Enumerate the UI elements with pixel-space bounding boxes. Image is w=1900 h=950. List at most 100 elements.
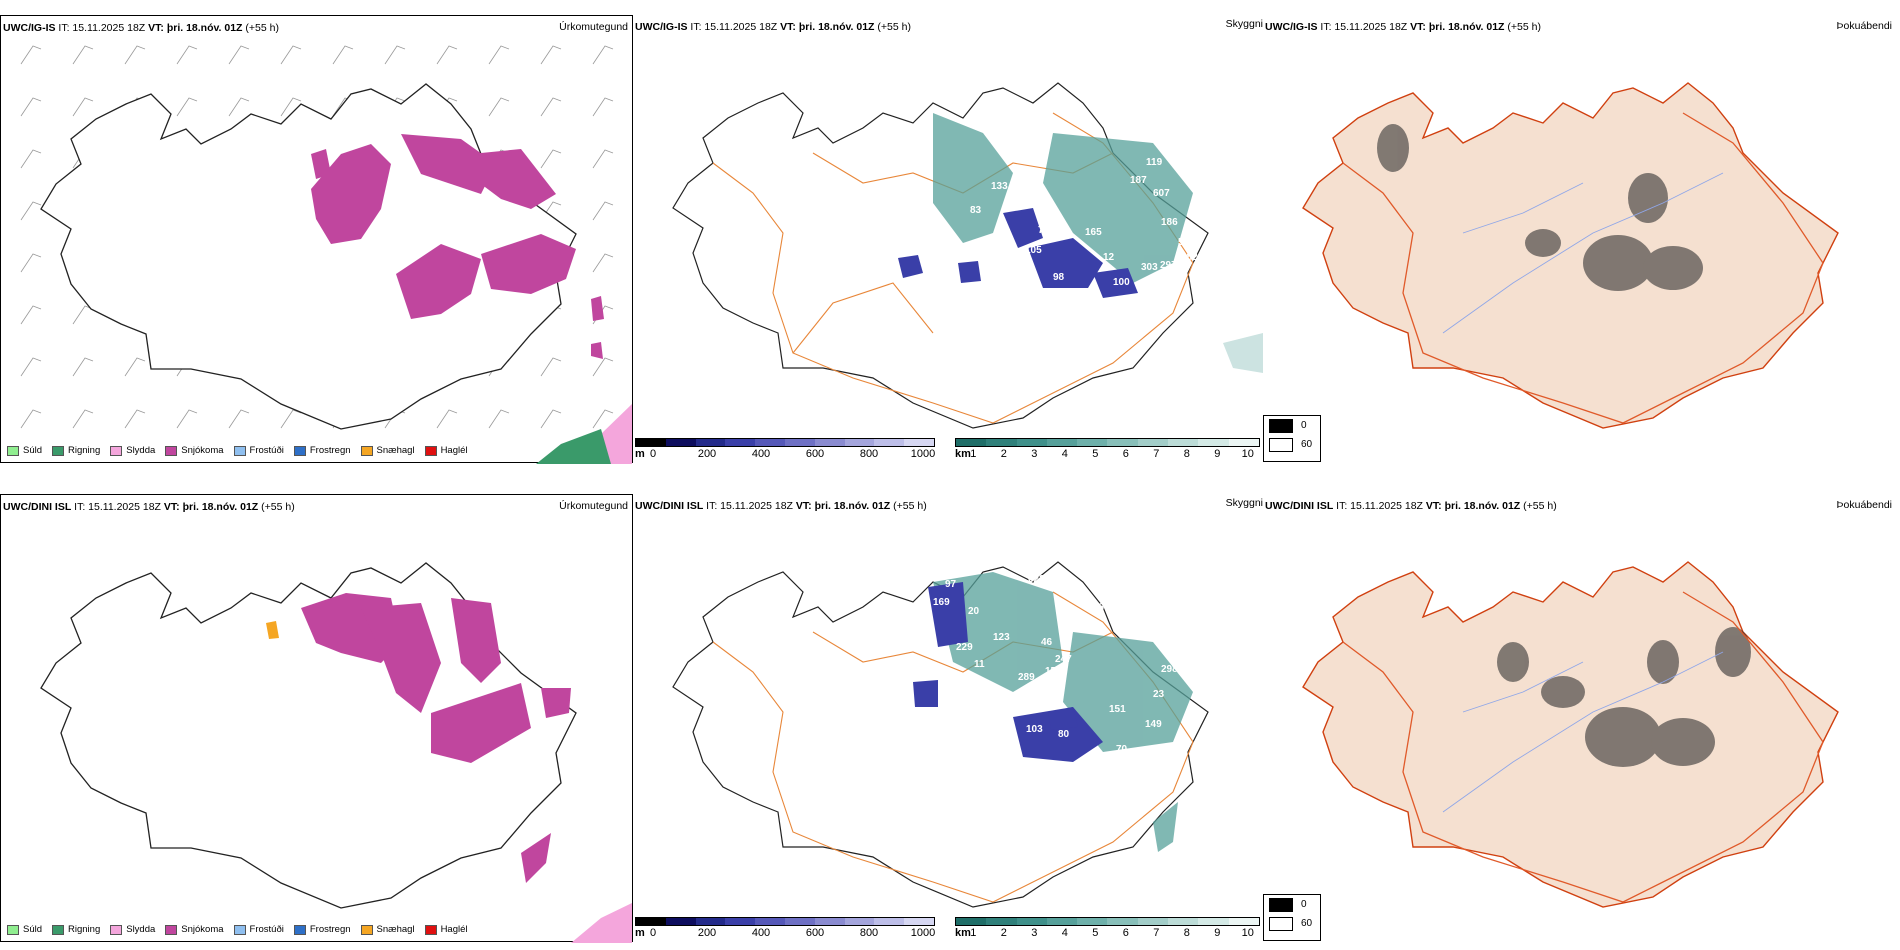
- wind-barb: [540, 357, 562, 377]
- fog-legend-label: 60: [1301, 439, 1313, 450]
- lead-time: (+55 h): [893, 500, 927, 512]
- colorbar-segment: [1198, 439, 1229, 446]
- legend-swatch: [424, 924, 437, 935]
- wind-barb: [436, 45, 458, 65]
- cloud-label: 622: [1028, 574, 1045, 585]
- legend-swatch: [360, 924, 373, 935]
- valid-time-label: VT:: [1410, 21, 1426, 33]
- cloud-label: 105: [1025, 245, 1042, 256]
- legend-swatch: [424, 445, 437, 456]
- wind-barb: [540, 409, 562, 429]
- wind-barb: [72, 45, 94, 65]
- colorbar-segment: [784, 918, 815, 925]
- visibility-areas: [933, 113, 1263, 373]
- param-title: Skyggni: [1225, 497, 1263, 509]
- cloud-label: 647: [1163, 602, 1180, 613]
- wind-barb: [20, 201, 42, 221]
- fog-legend-row: 0: [1264, 895, 1320, 914]
- colorbar-segment: [665, 918, 696, 925]
- colorbar-tick: 5: [1092, 927, 1099, 939]
- colorbar-segment: [1077, 439, 1108, 446]
- cloud-label: 904: [1030, 559, 1047, 570]
- colorbar-segment: [1137, 918, 1169, 925]
- colorbar-tick: 400: [751, 448, 771, 460]
- legend-swatch: [7, 445, 19, 456]
- cloud-label: 297: [1160, 260, 1177, 271]
- cloud-label: 123: [993, 632, 1010, 643]
- colorbar-segment: [904, 918, 934, 925]
- roads: [1342, 591, 1824, 903]
- colorbar-tick: 10: [1241, 927, 1254, 939]
- legend-item: Rigning: [52, 924, 100, 935]
- colorbar-segment: [1016, 439, 1047, 446]
- cloud-label: 298: [1161, 664, 1178, 675]
- cloud-label: 86: [1018, 275, 1030, 286]
- colorbar-segment: [1046, 439, 1078, 446]
- cloud-label: 289: [1018, 672, 1035, 683]
- colorbar-tick: 9: [1214, 448, 1221, 460]
- rain-sleet-corner: [571, 903, 632, 943]
- legend-item: Frostúði: [233, 445, 284, 456]
- legend-swatch: [110, 445, 123, 456]
- colorbar-tick: 800: [859, 927, 879, 939]
- lead-time: (+55 h): [1507, 21, 1541, 33]
- legend-item: Snæhagl: [360, 445, 415, 456]
- colorbar-segment: [755, 439, 785, 446]
- model-name: UWC/IG-IS: [635, 21, 688, 33]
- iceland-outline: [1302, 82, 1839, 429]
- colorbar-segment: [755, 918, 785, 925]
- visibility-colorbar: km 1 2 3 4 5 6 7 8 9 10: [955, 438, 1260, 461]
- wind-barb: [592, 409, 614, 429]
- colorbar-tick: 3: [1031, 448, 1038, 460]
- param-title: Úrkomutegund: [559, 21, 628, 33]
- legend-item: Snæhagl: [360, 924, 415, 935]
- legend-item: Súld: [7, 445, 42, 456]
- wind-barb: [20, 45, 42, 65]
- precip-type-panel-row2: UWC/DINI ISL IT: 15.11.2025 18Z VT: þri.…: [0, 494, 633, 943]
- colorbar-segment: [636, 439, 666, 446]
- colorbar-tick: 3: [1031, 927, 1038, 939]
- colorbar-strip: [955, 917, 1260, 926]
- wind-barb: [592, 201, 614, 221]
- legend-label: Slydda: [126, 924, 156, 935]
- cloud-label: 509: [1178, 237, 1195, 248]
- wind-barb: [72, 409, 94, 429]
- colorbar-segment: [636, 918, 666, 925]
- precip-legend: Súld Rigning Slydda Snjókoma Frostúði Fr…: [7, 445, 478, 456]
- wind-barb: [176, 45, 198, 65]
- legend-item: Haglél: [424, 445, 468, 456]
- panel-header: UWC/IG-IS IT: 15.11.2025 18Z VT: þri. 18…: [3, 21, 279, 35]
- wind-barb: [332, 45, 354, 65]
- cloud-label: 247: [1055, 654, 1072, 665]
- fog-shading: [1377, 124, 1703, 291]
- colorbar-segment: [814, 918, 845, 925]
- colorbar-tick: 0: [649, 448, 657, 460]
- wind-barb: [488, 409, 510, 429]
- legend-label: Súld: [23, 924, 43, 935]
- valid-time: þri. 18.nóv. 01Z: [814, 500, 891, 512]
- snow-areas: [266, 593, 571, 883]
- valid-time-label: VT:: [1425, 500, 1442, 512]
- legend-item: Frostúði: [233, 924, 284, 935]
- lead-time: (+55 h): [1523, 500, 1557, 512]
- colorbar-segment: [904, 439, 934, 446]
- wind-barb: [124, 45, 146, 65]
- wind-barb: [592, 253, 614, 273]
- legend-swatch: [293, 924, 306, 935]
- wind-barb: [540, 97, 562, 117]
- valid-time: þri. 18.nóv. 01Z: [1444, 500, 1521, 512]
- colorbar-segment: [1137, 439, 1169, 446]
- valid-time: þri. 18.nóv. 01Z: [1428, 21, 1505, 33]
- wind-barb: [592, 149, 614, 169]
- colorbar-tick: 800: [859, 448, 879, 460]
- cloud-panel-row2: UWC/DINI ISL IT: 15.11.2025 18Z VT: þri.…: [633, 494, 1263, 942]
- cloud-label: 79: [1038, 225, 1050, 236]
- fog-swatch: [1269, 418, 1293, 433]
- wind-barb: [20, 305, 42, 325]
- legend-label: Frostregn: [309, 924, 351, 935]
- cloud-label: 83: [970, 205, 982, 216]
- cloud-label: 148: [891, 716, 908, 727]
- colorbar-unit: km: [955, 448, 971, 460]
- cloud-label: 169: [933, 597, 950, 608]
- param-title: Skyggni: [1225, 18, 1263, 30]
